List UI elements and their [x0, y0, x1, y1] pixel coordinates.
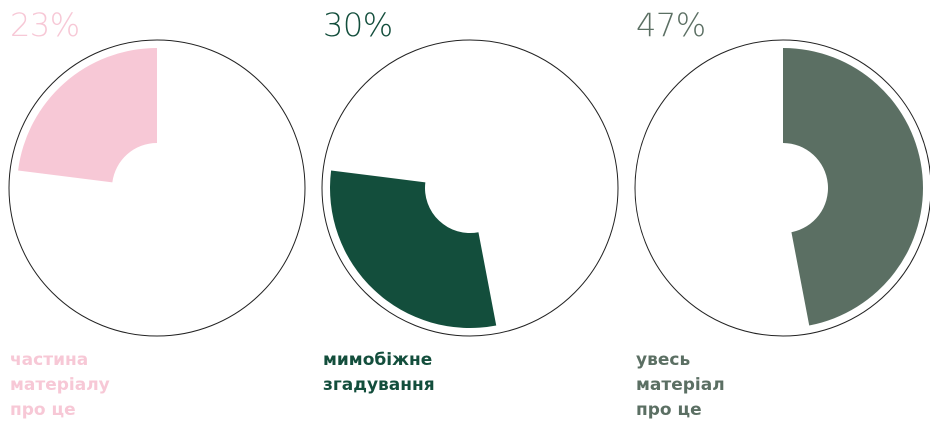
- segment: [18, 48, 157, 183]
- segment: [329, 170, 497, 329]
- panel-circle: [321, 39, 619, 337]
- panel-circle: [634, 39, 930, 337]
- segment: [783, 48, 924, 326]
- value-label: 30%: [323, 6, 393, 44]
- category-label: увесь матеріал про це: [636, 350, 725, 420]
- category-label: мимобіжне згадування: [323, 350, 435, 395]
- value-label: 23%: [10, 6, 80, 44]
- panel-circle: [8, 39, 306, 337]
- value-label: 47%: [636, 6, 706, 44]
- category-label: частина матеріалу про це: [10, 350, 110, 420]
